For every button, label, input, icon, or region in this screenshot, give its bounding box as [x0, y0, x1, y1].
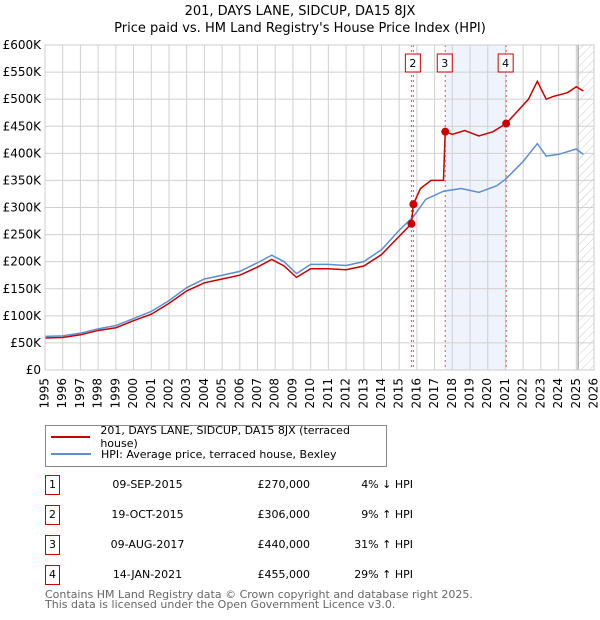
y-tick-label: £350K: [3, 173, 43, 187]
plot-border: [44, 44, 595, 371]
sale-date: 09-AUG-2017: [110, 538, 185, 551]
y-tick-label: £250K: [3, 228, 43, 242]
y-tick-label: £500K: [3, 92, 43, 106]
sale-point: [441, 127, 450, 136]
sale-number: 3: [45, 535, 60, 555]
sale-label-box: [497, 53, 514, 73]
y-tick-label: £400K: [3, 146, 43, 160]
x-tick-label: 2005: [215, 378, 229, 409]
legend-label-hpi: HPI: Average price, terraced house, Bexl…: [101, 447, 337, 461]
sale-price: £440,000: [257, 538, 311, 551]
x-tick-label: 2007: [250, 378, 264, 409]
x-tick-label: 2026: [587, 378, 600, 409]
x-tick-label: 1995: [38, 378, 52, 409]
x-tick-label: 2014: [374, 378, 388, 409]
x-tick-label: 2020: [480, 378, 494, 409]
x-tick-label: 1998: [91, 378, 105, 409]
legend-label-property: 201, DAYS LANE, SIDCUP, DA15 8JX (terrac…: [100, 424, 350, 450]
x-tick-label: 1999: [108, 378, 122, 409]
footer-line-2: This data is licensed under the Open Gov…: [45, 598, 396, 611]
x-tick-label: 2016: [409, 378, 423, 409]
sale-row: 4 14-JAN-2021 £455,000 29% ↑ HPI: [45, 565, 413, 585]
y-tick-label: £150K: [3, 282, 43, 296]
sale-price: £306,000: [257, 508, 311, 521]
sale-label-box: [404, 53, 421, 73]
sale-label: 2: [409, 57, 416, 70]
y-tick-label: £300K: [3, 201, 43, 215]
x-tick-label: 2023: [533, 378, 547, 409]
sale-label: 4: [502, 57, 509, 70]
sale-hpi-diff: 4% ↓ HPI: [361, 478, 413, 491]
x-tick-label: 2003: [179, 378, 193, 409]
sale-row: 2 19-OCT-2015 £306,000 9% ↑ HPI: [45, 505, 413, 525]
footer: Contains HM Land Registry data © Crown c…: [45, 588, 473, 611]
x-tick-label: 2000: [126, 378, 140, 409]
sale-number: 4: [45, 565, 60, 585]
sale-number: 2: [45, 505, 60, 525]
sale-price: £455,000: [257, 568, 311, 581]
x-tick-label: 2002: [161, 378, 175, 409]
sale-label: 3: [441, 57, 448, 70]
footer-line-1: Contains HM Land Registry data © Crown c…: [45, 588, 473, 601]
legend: 201, DAYS LANE, SIDCUP, DA15 8JX (terrac…: [45, 424, 387, 467]
x-tick-label: 1996: [55, 378, 69, 409]
y-tick-label: £0: [26, 363, 41, 377]
y-tick-label: £50K: [10, 336, 42, 350]
sale-date: 19-OCT-2015: [111, 508, 184, 521]
sale-label-box: [436, 53, 453, 73]
x-tick-label: 2012: [339, 378, 353, 409]
x-tick-label: 2018: [445, 378, 459, 409]
y-tick-label: £550K: [3, 65, 43, 79]
x-tick-label: 2021: [498, 378, 512, 409]
sale-date: 09-SEP-2015: [112, 478, 183, 491]
x-tick-label: 2019: [463, 378, 477, 409]
y-tick-label: £200K: [3, 255, 43, 269]
property-price-line: [44, 79, 584, 339]
x-tick-label: 2001: [144, 378, 158, 409]
x-tick-label: 2010: [303, 378, 317, 409]
legend-red-line: [51, 436, 91, 438]
sale-number: 1: [45, 475, 60, 495]
x-tick-label: 2013: [356, 378, 370, 409]
x-tick-label: 2006: [232, 378, 246, 409]
legend-blue-line: [51, 453, 91, 455]
sale-point: [502, 119, 511, 128]
chart-subtitle: Price paid vs. HM Land Registry's House …: [114, 21, 486, 36]
x-tick-label: 2004: [197, 378, 211, 409]
x-tick-label: 2015: [392, 378, 406, 409]
y-tick-label: £450K: [3, 119, 43, 133]
x-tick-label: 2009: [285, 378, 299, 409]
sale-hpi-diff: 9% ↑ HPI: [361, 508, 413, 521]
sale-row: 3 09-AUG-2017 £440,000 31% ↑ HPI: [45, 535, 413, 555]
hpi-line: [44, 142, 584, 338]
sale-price: £270,000: [257, 478, 311, 491]
sale-date: 14-JAN-2021: [112, 568, 183, 581]
x-tick-label: 2017: [427, 378, 441, 409]
sale-point: [409, 200, 418, 209]
sale-hpi-diff: 31% ↑ HPI: [354, 538, 413, 551]
sale-point: [407, 219, 416, 228]
price-chart: 1995 1996 1997 1998 1999 2000 2001 2002 2003 2004…: [3, 38, 600, 409]
x-tick-label: 2008: [268, 378, 282, 409]
x-tick-label: 2024: [551, 378, 565, 409]
x-tick-label: 2022: [516, 378, 530, 409]
x-tick-label: 1997: [73, 378, 87, 409]
y-tick-label: £600K: [3, 38, 43, 52]
x-tick-label: 2025: [569, 378, 583, 409]
sale-row: 1 09-SEP-2015 £270,000 4% ↓ HPI: [45, 475, 413, 495]
sale-hpi-diff: 29% ↑ HPI: [354, 568, 413, 581]
chart-title: 201, DAYS LANE, SIDCUP, DA15 8JX: [184, 4, 416, 19]
x-tick-label: 2011: [321, 378, 335, 409]
y-tick-label: £100K: [3, 309, 43, 323]
